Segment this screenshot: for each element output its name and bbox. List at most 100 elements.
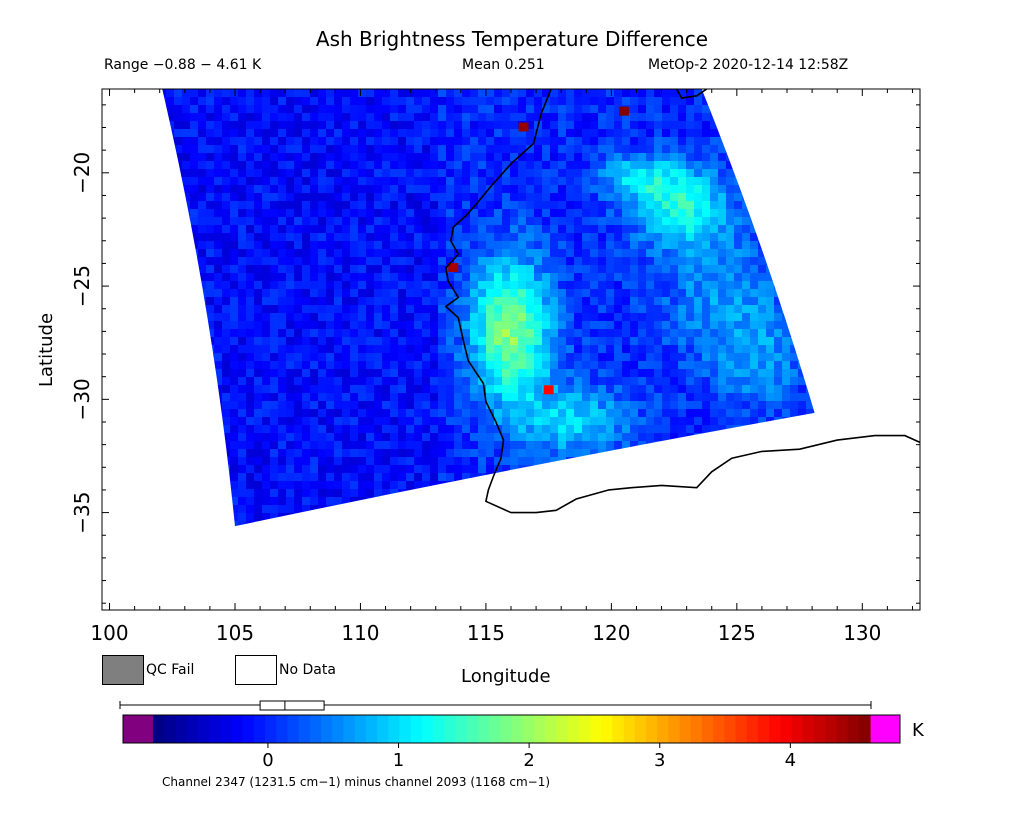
swath-cell <box>430 481 438 489</box>
swath-cell <box>222 257 230 265</box>
swath-cell <box>238 177 246 185</box>
swath-cell <box>638 233 646 241</box>
swath-cell <box>310 329 318 337</box>
swath-cell <box>678 145 686 153</box>
swath-cell <box>438 185 446 193</box>
swath-cell <box>414 329 422 337</box>
swath-cell <box>526 169 534 177</box>
swath-cell <box>638 129 646 137</box>
swath-cell <box>550 353 558 361</box>
swath-cell <box>478 401 486 409</box>
swath-cell <box>558 385 566 393</box>
swath-cell <box>302 505 310 513</box>
swath-cell <box>310 145 318 153</box>
swath-cell <box>222 249 230 257</box>
swath-cell <box>230 233 238 241</box>
swath-cell <box>374 449 382 457</box>
swath-cell <box>726 177 734 185</box>
swath-cell <box>438 265 446 273</box>
swath-cell <box>278 169 286 177</box>
swath-cell <box>286 393 294 401</box>
swath-cell <box>566 257 574 265</box>
swath-cell <box>270 233 278 241</box>
swath-cell <box>694 393 702 401</box>
swath-cell <box>662 145 670 153</box>
swath-cell <box>406 185 414 193</box>
swath-cell <box>470 265 478 273</box>
swath-cell <box>286 185 294 193</box>
swath-cell <box>550 377 558 385</box>
swath-cell <box>270 289 278 297</box>
swath-cell <box>326 465 334 473</box>
swath-cell <box>382 313 390 321</box>
swath-cell <box>406 297 414 305</box>
swath-cell <box>518 273 526 281</box>
swath-cell <box>590 377 598 385</box>
swath-cell <box>774 345 782 353</box>
swath-cell <box>702 353 710 361</box>
swath-cell <box>366 281 374 289</box>
swath-cell <box>326 385 334 393</box>
swath-cell <box>518 297 526 305</box>
swath-cell <box>446 233 454 241</box>
swath-cell <box>534 353 542 361</box>
swath-cell <box>302 193 310 201</box>
swath-cell <box>238 217 246 225</box>
swath-cell <box>270 449 278 457</box>
swath-cell <box>246 329 254 337</box>
swath-cell <box>550 401 558 409</box>
swath-cell <box>478 113 486 121</box>
swath-cell <box>166 113 174 121</box>
swath-cell <box>358 225 366 233</box>
swath-cell <box>454 353 462 361</box>
swath-cell <box>558 305 566 313</box>
swath-cell <box>446 465 454 473</box>
swath-cell <box>622 153 630 161</box>
swath-cell <box>294 281 302 289</box>
swath-cell <box>558 409 566 417</box>
swath-cell <box>414 409 422 417</box>
swath-cell <box>494 217 502 225</box>
swath-cell <box>486 209 494 217</box>
swath-cell <box>662 353 670 361</box>
swath-cell <box>230 361 238 369</box>
swath-cell <box>638 241 646 249</box>
swath-cell <box>430 233 438 241</box>
swath-cell <box>454 169 462 177</box>
swath-cell <box>374 105 382 113</box>
swath-cell <box>662 113 670 121</box>
swath-cell <box>790 409 798 417</box>
swath-cell <box>230 369 238 377</box>
swath-cell <box>566 113 574 121</box>
swath-cell <box>454 129 462 137</box>
swath-cell <box>590 225 598 233</box>
swath-cell <box>406 97 414 105</box>
swath-cell <box>646 369 654 377</box>
swath-cell <box>462 329 470 337</box>
swath-cell <box>254 209 262 217</box>
swath-cell <box>382 209 390 217</box>
swath-cell <box>358 433 366 441</box>
swath-cell <box>550 169 558 177</box>
swath-cell <box>390 313 398 321</box>
swath-cell <box>230 393 238 401</box>
swath-cell <box>382 361 390 369</box>
swath-cell <box>750 353 758 361</box>
swath-cell <box>526 385 534 393</box>
swath-cell <box>606 209 614 217</box>
swath-cell <box>734 345 742 353</box>
swath-cell <box>302 289 310 297</box>
swath-cell <box>182 97 190 105</box>
swath-cell <box>614 209 622 217</box>
swath-cell <box>494 297 502 305</box>
swath-cell <box>478 385 486 393</box>
swath-cell <box>222 161 230 169</box>
swath-cell <box>630 425 638 433</box>
swath-cell <box>238 457 246 465</box>
swath-cell <box>766 273 774 281</box>
swath-cell <box>350 121 358 129</box>
swath-cell <box>326 489 334 497</box>
swath-cell <box>638 337 646 345</box>
swath-cell <box>198 113 206 121</box>
swath-cell <box>342 281 350 289</box>
